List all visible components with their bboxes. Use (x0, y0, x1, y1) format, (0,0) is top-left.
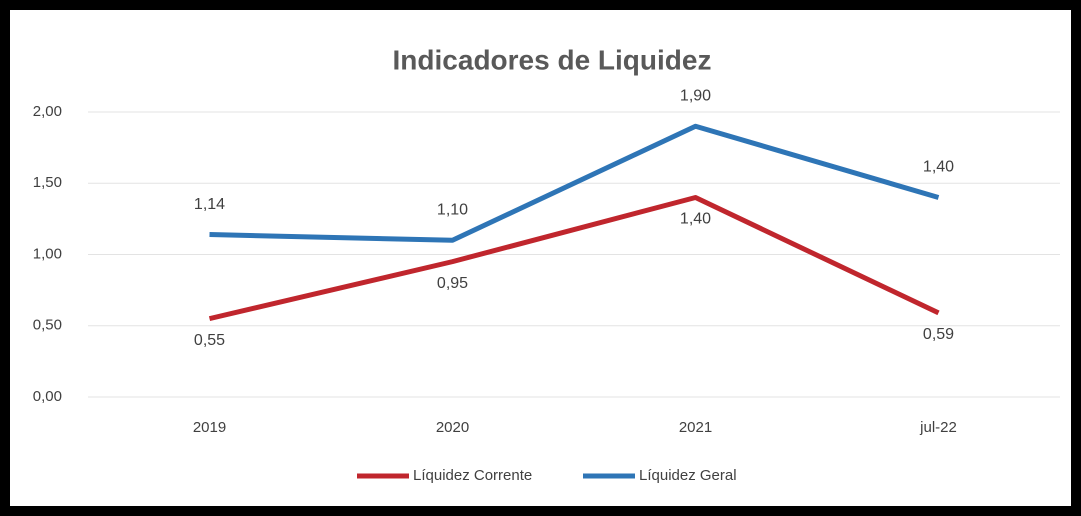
data-label: 0,55 (194, 332, 225, 349)
data-label: 0,59 (923, 326, 954, 343)
y-tick-label: 0,50 (33, 317, 62, 334)
y-tick-label: 1,50 (33, 174, 62, 191)
legend-label: Líquidez Geral (639, 467, 737, 484)
data-label: 1,90 (680, 87, 711, 104)
y-tick-label: 2,00 (33, 103, 62, 120)
x-tick-label: jul-22 (919, 419, 957, 436)
data-label: 1,14 (194, 196, 225, 213)
data-label: 1,40 (680, 211, 711, 228)
y-tick-label: 1,00 (33, 245, 62, 262)
legend-label: Líquidez Corrente (413, 467, 532, 484)
data-label: 1,10 (437, 201, 468, 218)
x-tick-label: 2020 (436, 419, 469, 436)
data-label: 1,40 (923, 159, 954, 176)
x-tick-label: 2021 (679, 419, 712, 436)
y-tick-label: 0,00 (33, 388, 62, 405)
series-line (209, 123, 940, 243)
data-label: 0,95 (437, 275, 468, 292)
chart-title: Indicadores de Liquidez (393, 44, 712, 75)
series-line (208, 195, 940, 322)
x-tick-label: 2019 (193, 419, 226, 436)
